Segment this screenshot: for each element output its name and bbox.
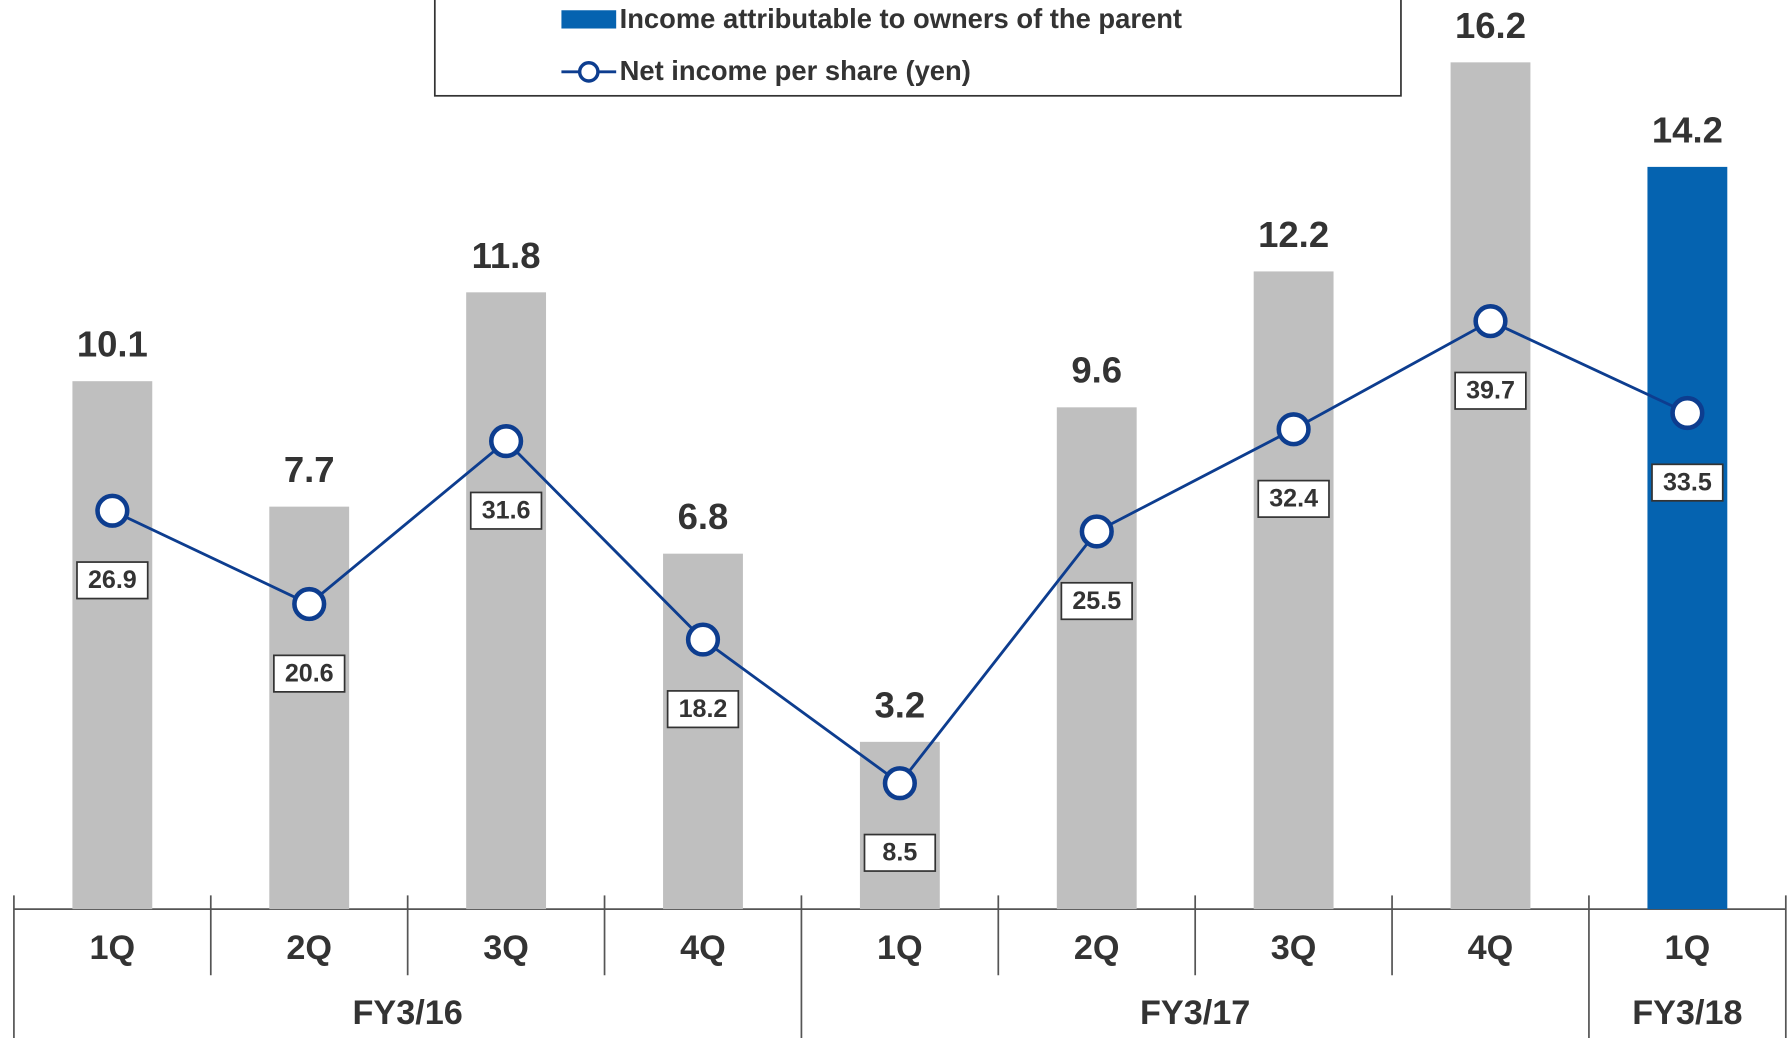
line-marker: [1079, 514, 1114, 549]
legend-marker: [577, 61, 600, 83]
data-label-box: [469, 491, 543, 530]
line-value-label: 25.5: [1072, 587, 1121, 615]
bar-value-label: 3.2: [874, 684, 925, 725]
line-value-label: 20.6: [285, 659, 334, 687]
bar: [1253, 271, 1334, 910]
line-value-label: 8.5: [882, 839, 917, 867]
bar: [269, 506, 350, 910]
group-label: FY3/18: [1632, 994, 1742, 1032]
data-label-box: [1651, 463, 1724, 502]
x-tick-label: 1Q: [1665, 929, 1711, 967]
line-value-label: 31.6: [482, 496, 531, 524]
data-label-box: [863, 833, 937, 872]
line-value-label: 18.2: [679, 695, 728, 723]
data-label-box: [1257, 479, 1330, 518]
line-marker: [685, 622, 721, 657]
line-value-label: 39.7: [1466, 377, 1515, 405]
bar-value-label: 10.1: [77, 324, 148, 365]
group-label: FY3/17: [1140, 994, 1250, 1032]
bar-value-label: 9.6: [1071, 350, 1122, 391]
data-label-box: [1060, 581, 1133, 621]
x-tick-label: 2Q: [286, 929, 332, 967]
bar: [1647, 166, 1728, 910]
x-tick-label: 1Q: [877, 929, 923, 967]
data-label-box: [1454, 371, 1527, 410]
bar: [72, 381, 153, 910]
line-marker: [1670, 395, 1705, 431]
line-marker: [292, 586, 327, 622]
line-marker: [95, 493, 130, 528]
line-marker: [882, 766, 917, 801]
line-value-label: 26.9: [88, 566, 137, 594]
bar: [663, 553, 743, 910]
data-label-box: [273, 654, 346, 693]
data-label-box: [666, 690, 740, 729]
x-tick-label: 4Q: [1468, 929, 1514, 967]
data-label-box: [76, 561, 149, 600]
bar: [466, 292, 547, 910]
bar-value-label: 12.2: [1258, 214, 1329, 255]
line-value-label: 33.5: [1663, 468, 1712, 496]
line-value-label: 32.4: [1269, 485, 1318, 513]
x-tick-label: 3Q: [483, 929, 529, 967]
bar-value-label: 14.2: [1652, 109, 1723, 150]
x-tick-label: 4Q: [680, 929, 726, 967]
legend-label: Income attributable to owners of the par…: [620, 3, 1182, 34]
bar-value-label: 11.8: [472, 235, 541, 276]
line-marker: [488, 424, 524, 459]
x-tick-label: 1Q: [90, 929, 136, 967]
bar-value-label: 7.7: [284, 449, 335, 490]
bar-value-label: 6.8: [678, 496, 729, 537]
bar: [1056, 407, 1137, 910]
x-tick-label: 2Q: [1074, 929, 1120, 967]
group-label: FY3/16: [353, 994, 463, 1032]
bar-value-label: 16.2: [1455, 5, 1526, 46]
line-marker: [1473, 304, 1508, 339]
legend-swatch: [561, 10, 617, 29]
line-marker: [1276, 412, 1311, 447]
legend-label: Net income per share (yen): [620, 55, 971, 86]
bar: [1450, 62, 1531, 910]
x-tick-label: 3Q: [1271, 929, 1317, 967]
